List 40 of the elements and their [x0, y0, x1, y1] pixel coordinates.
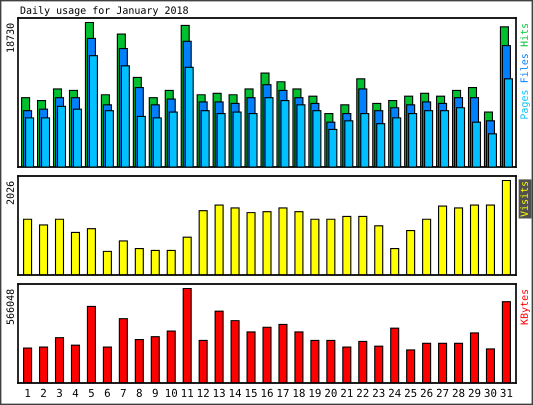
x-tick-label: 7 — [120, 388, 126, 397]
x-tick-label: 20 — [325, 388, 337, 397]
text: Visits — [520, 182, 528, 217]
x-tick-label: 18 — [294, 388, 305, 397]
x-tick-label: 24 — [388, 388, 401, 397]
text: 18730 — [6, 24, 14, 52]
text: 2026 — [6, 182, 14, 204]
x-tick-label: 12 — [198, 388, 209, 397]
x-tick-label: 28 — [452, 388, 464, 397]
x-tick-label: 8 — [136, 388, 142, 397]
x-tick-label: 25 — [404, 388, 416, 397]
x-tick-label: 6 — [104, 388, 110, 397]
x-tick-label: 31 — [500, 388, 512, 397]
chart-title: Daily usage for January 2018 — [20, 6, 188, 16]
x-tick-label: 17 — [278, 388, 289, 397]
x-tick-label: 23 — [373, 388, 384, 397]
x-tick-label: 1 — [26, 388, 30, 397]
x-tick-label: 3 — [56, 388, 62, 397]
x-tick-label: 19 — [310, 388, 321, 397]
x-tick-label: 13 — [214, 388, 225, 397]
x-tick-label: 30 — [484, 388, 496, 397]
x-tick-label: 11 — [182, 388, 193, 397]
x-tick-label: 2 — [41, 388, 46, 397]
text: Files — [520, 54, 528, 82]
x-tick-label: 16 — [262, 388, 273, 397]
x-tick-label: 9 — [152, 388, 158, 397]
text: Pages — [520, 90, 530, 119]
text: Hits — [520, 24, 528, 46]
x-tick-label: 15 — [246, 388, 257, 397]
x-tick-label: 5 — [88, 388, 94, 397]
x-tick-label: 22 — [357, 388, 368, 397]
text: KBytes — [520, 290, 530, 324]
x-tick-label: 26 — [420, 388, 432, 397]
x-tick-label: 4 — [72, 388, 78, 397]
x-tick-label: 29 — [468, 388, 480, 397]
x-tick-label: 10 — [166, 388, 178, 397]
x-tick-label: 27 — [436, 388, 448, 397]
text: 566048 — [6, 290, 14, 324]
x-tick-label: 14 — [230, 388, 242, 397]
x-tick-label: 21 — [341, 388, 353, 397]
